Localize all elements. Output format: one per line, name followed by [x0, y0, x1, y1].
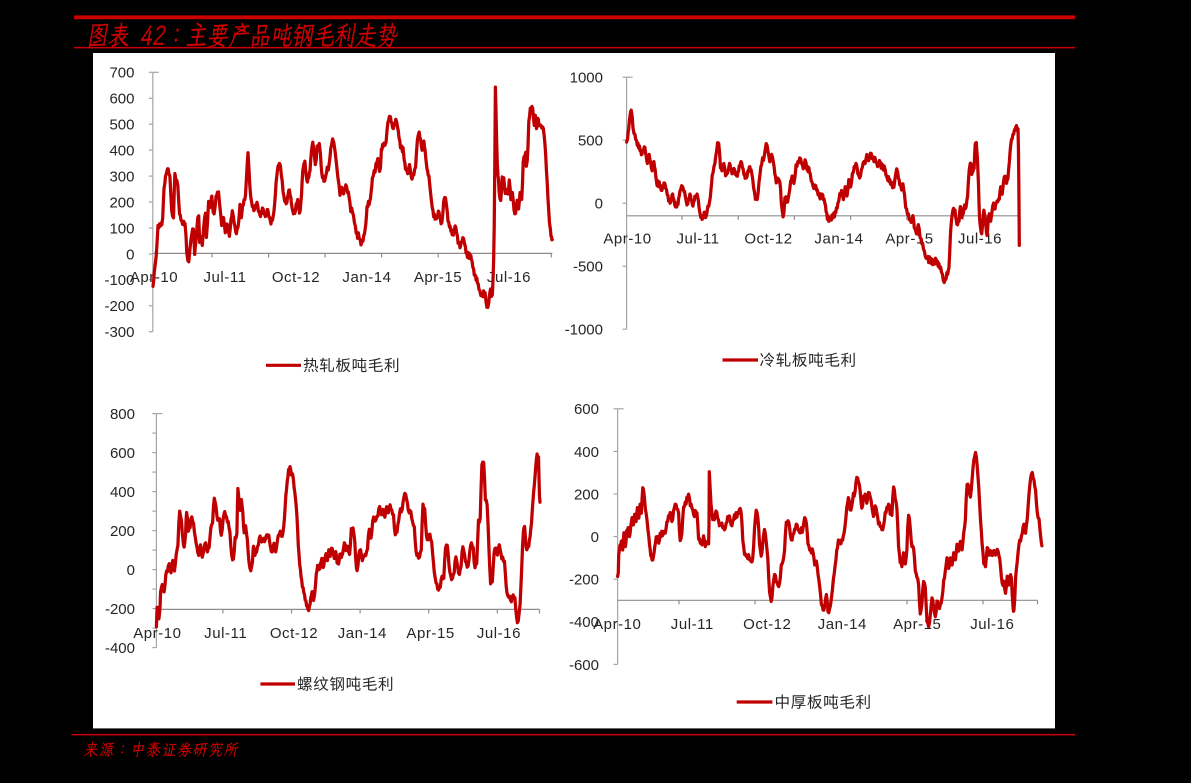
svg-text:Oct-12: Oct-12: [272, 269, 320, 286]
svg-text:200: 200: [109, 194, 134, 211]
svg-text:-600: -600: [569, 657, 599, 674]
svg-text:-1000: -1000: [565, 322, 603, 339]
svg-text:-100: -100: [104, 272, 134, 289]
svg-text:0: 0: [127, 562, 135, 579]
svg-text:700: 700: [109, 65, 134, 82]
svg-text:800: 800: [110, 406, 135, 423]
svg-text:Apr-15: Apr-15: [414, 269, 462, 286]
svg-text:Oct-12: Oct-12: [270, 625, 318, 642]
svg-text:Oct-12: Oct-12: [744, 231, 792, 248]
svg-text:-500: -500: [573, 259, 603, 276]
svg-text:Apr-10: Apr-10: [603, 231, 651, 248]
svg-text:Apr-10: Apr-10: [133, 625, 181, 642]
svg-text:500: 500: [109, 117, 134, 134]
svg-text:-300: -300: [104, 324, 134, 341]
svg-text:600: 600: [110, 445, 135, 462]
svg-text:200: 200: [574, 486, 599, 503]
svg-text:Jul-11: Jul-11: [203, 269, 246, 286]
svg-text:Jan-14: Jan-14: [814, 231, 863, 248]
svg-text:Jul-16: Jul-16: [487, 269, 531, 286]
svg-text:Jul-11: Jul-11: [671, 616, 714, 633]
svg-text:Jan-14: Jan-14: [818, 616, 867, 633]
svg-text:400: 400: [109, 143, 134, 160]
svg-text:Oct-12: Oct-12: [743, 616, 791, 633]
svg-text:Jul-16: Jul-16: [477, 625, 521, 642]
svg-text:-400: -400: [105, 640, 135, 657]
svg-text:Apr-10: Apr-10: [593, 616, 641, 633]
svg-text:Apr-15: Apr-15: [893, 616, 941, 633]
svg-text:Jul-16: Jul-16: [970, 616, 1014, 633]
svg-text:500: 500: [578, 133, 603, 150]
svg-text:Apr-15: Apr-15: [885, 231, 933, 248]
svg-text:400: 400: [110, 484, 135, 501]
svg-text:-200: -200: [105, 601, 135, 618]
svg-text:400: 400: [574, 444, 599, 461]
svg-text:Jul-11: Jul-11: [204, 625, 247, 642]
svg-text:600: 600: [574, 401, 599, 418]
svg-text:Jul-16: Jul-16: [958, 231, 1002, 248]
svg-text:Jul-11: Jul-11: [676, 231, 719, 248]
svg-text:600: 600: [109, 91, 134, 108]
svg-text:200: 200: [110, 523, 135, 540]
svg-text:Apr-15: Apr-15: [406, 625, 454, 642]
svg-text:Jan-14: Jan-14: [342, 269, 391, 286]
svg-text:0: 0: [591, 529, 599, 546]
svg-text:-200: -200: [569, 572, 599, 589]
svg-text:Jan-14: Jan-14: [338, 625, 387, 642]
svg-text:0: 0: [126, 246, 134, 263]
svg-text:-400: -400: [569, 614, 599, 631]
svg-text:300: 300: [109, 169, 134, 186]
svg-text:-200: -200: [104, 298, 134, 315]
svg-text:0: 0: [595, 196, 603, 213]
svg-text:100: 100: [109, 220, 134, 237]
svg-text:1000: 1000: [570, 70, 603, 87]
